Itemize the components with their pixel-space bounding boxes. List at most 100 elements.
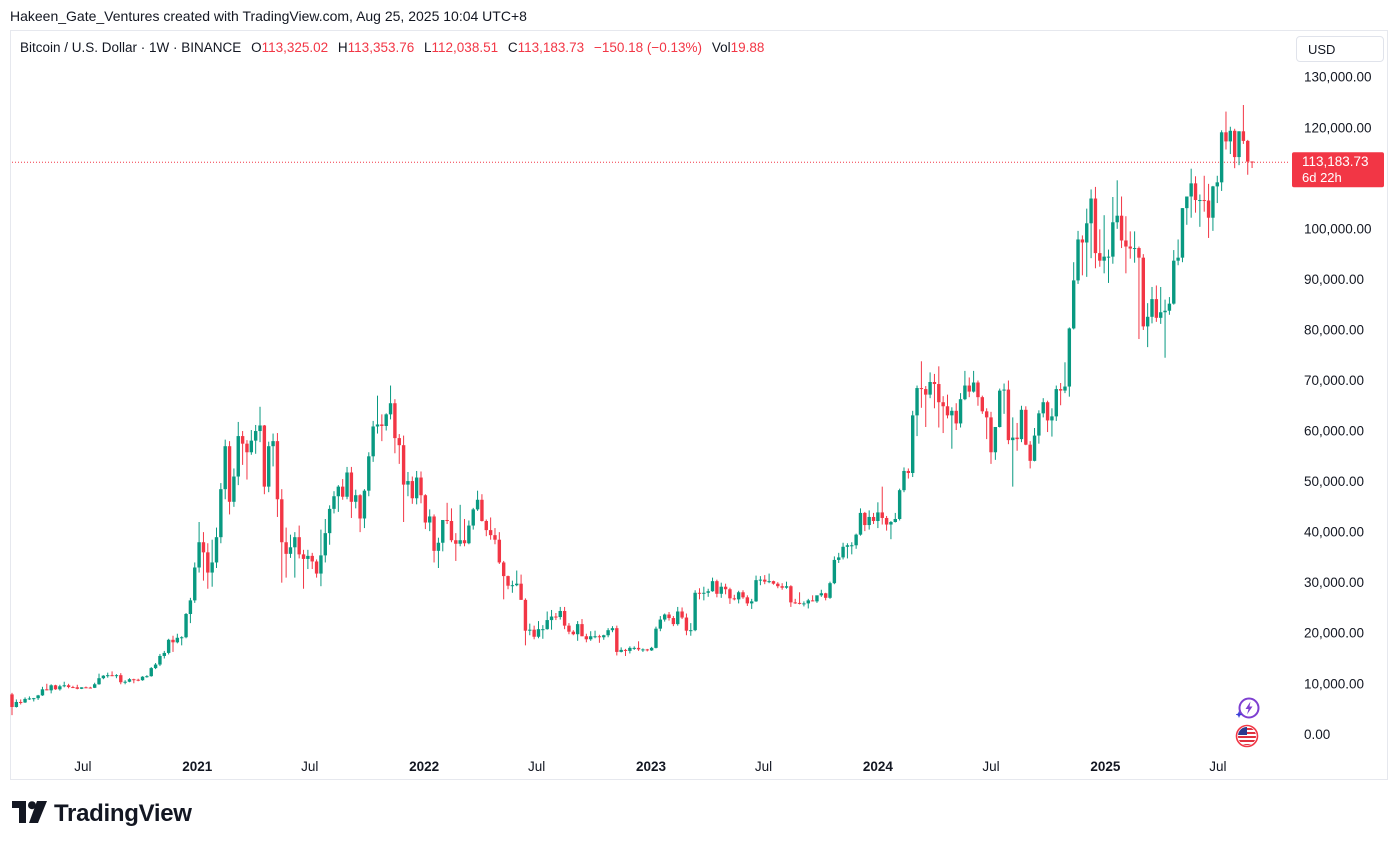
candle-body [280,499,284,543]
candle-up [384,413,388,431]
candle-body [649,647,654,651]
candle-body [928,382,932,395]
candle-up [49,684,53,694]
candle-body [1206,200,1211,218]
candle-body [19,701,23,703]
candle-body [358,495,362,519]
candle-up [971,370,976,393]
candle-up [92,682,97,689]
candle-body [1037,413,1041,436]
candle-down [519,574,523,600]
candle-body [432,516,436,551]
candle-down [715,579,719,598]
candle-body [802,603,806,605]
candle-body [571,631,576,635]
candle-down [954,403,958,431]
time-tick-label: Jul [301,759,318,774]
candle-down [66,683,71,689]
candle-up [828,581,832,599]
candle-body [1246,140,1250,162]
candle-up [736,590,741,604]
candle-up [79,687,84,690]
candle-up [632,646,636,650]
candle-down [506,575,510,590]
candle-up [32,697,36,702]
candle-down [284,527,288,578]
candle-body [423,495,428,523]
price-axis[interactable]: 0.00 10,000.00 20,000.00 30,000.00 40,000.00… [1304,70,1372,742]
candle-up [854,533,858,549]
candle-body [380,424,384,426]
candle-body [667,614,671,619]
candle-body [484,521,488,531]
candle-body [871,516,876,522]
candle-down [967,377,971,398]
candle-down [432,514,436,563]
candle-body [963,385,967,400]
candle-down [401,435,406,523]
candle-up [950,407,954,449]
candle-up [123,680,127,685]
price-tick-label: 30,000.00 [1304,575,1364,590]
candle-body [745,597,750,604]
candle-body [319,555,323,574]
candle-body [1145,316,1150,327]
candle-up [1198,194,1202,227]
symbol-title[interactable]: Bitcoin / U.S. Dollar · 1W · BINANCE [20,40,242,55]
candle-down [980,395,985,414]
candle-up [719,582,723,598]
candle-body [897,490,902,519]
candle-body [1219,132,1224,183]
brand[interactable]: TradingView [12,800,192,828]
candle-down [989,411,993,464]
candle-body [1232,130,1237,158]
candle-body [867,516,871,526]
price-tick-label: 20,000.00 [1304,626,1364,641]
candle-body [371,426,375,457]
candle-body [980,397,985,412]
lightning-icon[interactable] [1235,697,1260,719]
candle-body [776,583,780,587]
candle-body [1215,182,1219,187]
candle-body [593,636,597,638]
candle-down [919,361,924,408]
candle-up [893,512,897,523]
candle-body [506,576,510,586]
candle-body [1241,131,1246,141]
candle-body [58,686,62,690]
candle-body [414,477,419,499]
candle-up [145,675,149,678]
candle-down [1080,235,1085,276]
candle-up [306,549,310,570]
candle-down [932,373,937,409]
candle-down [171,635,175,652]
candle-body [458,540,462,544]
candle-body [876,512,880,522]
candle-body [127,679,132,682]
candle-body [471,509,475,526]
candle-down [449,508,454,543]
currency-button[interactable]: USD [1296,36,1384,62]
candle-body [323,533,327,556]
us-flag-icon[interactable] [1235,724,1259,748]
candle-down [1093,186,1098,269]
candle-body [654,628,658,648]
candle-body [863,512,867,526]
candle-body [645,649,649,651]
candle-up [1159,286,1163,324]
candle-body [1128,246,1132,249]
candle-body [45,689,49,691]
candle-up [1011,417,1015,487]
candle-down [397,434,401,464]
time-axis[interactable]: Jul 2021 Jul 2022 Jul 2023 Jul 2024 Jul 2025 Jul [74,759,1226,774]
time-tick-label: Jul [982,759,999,774]
candle-up [910,410,915,478]
candle-up [193,562,197,603]
candle-body [445,519,449,522]
candle-body [375,424,380,427]
candle-up [575,621,580,641]
price-tick-label: 70,000.00 [1304,373,1364,388]
candle-down [562,606,567,630]
candle-up [475,490,480,511]
